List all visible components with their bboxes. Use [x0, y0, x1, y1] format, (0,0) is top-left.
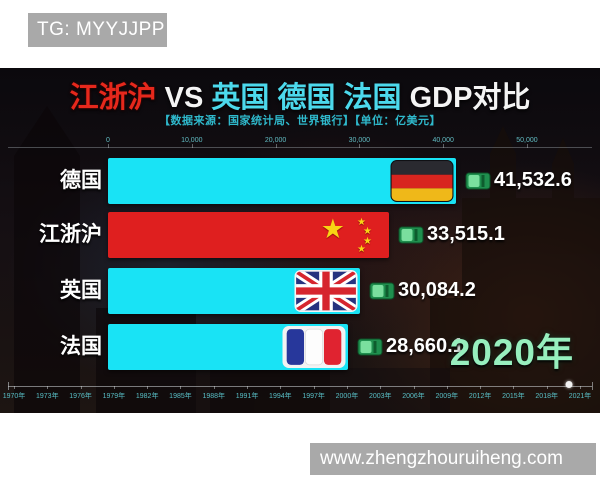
timeline-tick-mark — [580, 386, 581, 389]
timeline-tick-mark — [346, 386, 348, 389]
timeline-year-label: 2012年 — [468, 393, 492, 400]
bar-value-label: 33,515.1 — [427, 223, 505, 245]
website-watermark: www.zhengzhouruiheng.com — [310, 443, 596, 475]
china-flag-star-icon: ★ — [320, 214, 345, 244]
timeline-year-label: 1976年 — [69, 393, 92, 400]
timeline-tick-mark — [80, 386, 82, 389]
timeline-year-label: 1982年 — [135, 393, 159, 400]
bar-category-label: 法国 — [60, 335, 102, 358]
bar-category-label: 江浙沪 — [39, 223, 102, 246]
timeline-tick-mark — [313, 386, 315, 389]
timeline-tick-mark — [513, 386, 515, 389]
timeline-year-label: 2006年 — [402, 393, 425, 400]
timeline-year-label: 1991年 — [235, 393, 259, 400]
timeline-tick-mark — [14, 386, 15, 389]
value-axis-tick-label: 30,000 — [348, 137, 371, 144]
current-year-label: 2020年 — [449, 332, 574, 373]
bar-uk — [108, 268, 360, 314]
bar-china: ★ ★ ★ ★ ★ — [108, 212, 389, 258]
value-axis-tick-label: 50,000 — [516, 137, 538, 144]
timeline-axis-line — [8, 386, 592, 387]
value-axis-tick-mark — [526, 144, 528, 148]
china-flag-star-icon: ★ — [357, 244, 366, 255]
timeline-tick-mark — [47, 386, 49, 389]
china-flag-star-icon: ★ — [363, 226, 372, 237]
title-competitors: 英国 德国 法国 — [211, 82, 402, 114]
timeline-year-label: 1985年 — [169, 393, 192, 400]
value-axis-tick-mark — [359, 144, 361, 148]
china-flag-star-icon: ★ — [357, 217, 366, 228]
data-source-note: 【数据来源：国家统计局、世界银行】【单位：亿美元】 — [159, 115, 441, 127]
timeline-tick-mark — [380, 386, 382, 389]
timeline-tick-mark — [480, 386, 482, 389]
germany-flag-icon — [389, 160, 455, 207]
title-vs: VS — [156, 82, 212, 114]
chart-title: 江浙沪 VS 英国 德国 法国 GDP对比 — [0, 74, 600, 116]
value-axis-tick-label: 0 — [106, 137, 110, 144]
timeline-tick-mark — [446, 386, 448, 389]
timeline-year-label: 1970年 — [2, 393, 26, 400]
timeline-current-year-marker — [565, 381, 573, 388]
value-axis-tick-mark — [275, 144, 277, 148]
city-skyline-silhouette — [14, 106, 600, 413]
money-banknote-icon — [369, 281, 395, 301]
timeline-year-label: 2015年 — [502, 393, 525, 400]
timeline-end-cap — [592, 382, 593, 390]
bar-category-label: 英国 — [60, 279, 102, 302]
timeline-year-label: 2009年 — [435, 393, 459, 400]
title-suffix: GDP对比 — [401, 82, 531, 114]
china-flag-star-icon: ★ — [363, 236, 372, 247]
bar-value-label: 30,084.2 — [398, 279, 476, 301]
timeline-year-label: 1994年 — [269, 393, 292, 400]
value-axis-tick-mark — [443, 144, 445, 148]
bar-category-label: 德国 — [60, 169, 102, 192]
bar-france — [108, 324, 348, 370]
video-frame: 江浙沪 VS 英国 德国 法国 GDP对比 【数据来源：国家统计局、世界银行】【… — [0, 68, 600, 413]
timeline-year-label: 2018年 — [535, 393, 558, 400]
france-flag-icon — [281, 326, 347, 373]
money-banknote-icon — [465, 171, 491, 191]
bar-value-label: 28,660.1 — [386, 335, 464, 357]
value-axis-tick-label: 40,000 — [432, 137, 454, 144]
timeline-year-label: 1979年 — [102, 393, 126, 400]
money-banknote-icon — [357, 337, 383, 357]
timeline-tick-mark — [413, 386, 415, 389]
timeline-year-label: 1973年 — [35, 393, 59, 400]
timeline-tick-mark — [546, 386, 548, 389]
value-axis-tick-mark — [191, 144, 193, 148]
telegram-watermark: TG: MYYJJPP — [28, 13, 167, 47]
value-axis-tick-label: 20,000 — [264, 137, 287, 144]
timeline-tick-mark — [113, 386, 115, 389]
timeline-tick-mark — [213, 386, 215, 389]
value-axis-tick-label: 10,000 — [181, 137, 203, 144]
timeline-year-label: 1988年 — [202, 393, 226, 400]
timeline-tick-mark — [180, 386, 182, 389]
timeline-year-label: 2021年 — [568, 393, 592, 400]
value-axis-line — [8, 147, 592, 148]
value-axis-tick-mark — [108, 144, 109, 148]
bar-germany — [108, 158, 456, 204]
timeline-tick-mark — [147, 386, 149, 389]
money-banknote-icon — [398, 225, 424, 245]
bar-value-label: 41,532.6 — [494, 169, 572, 191]
timeline-year-label: 1997年 — [302, 393, 325, 400]
uk-flag-icon — [293, 270, 359, 317]
timeline-year-label: 2000年 — [335, 393, 359, 400]
title-region: 江浙沪 — [69, 82, 157, 114]
timeline-tick-mark — [247, 386, 249, 389]
timeline-end-cap — [8, 382, 9, 390]
timeline-year-label: 2003年 — [368, 393, 392, 400]
timeline-tick-mark — [280, 386, 282, 389]
